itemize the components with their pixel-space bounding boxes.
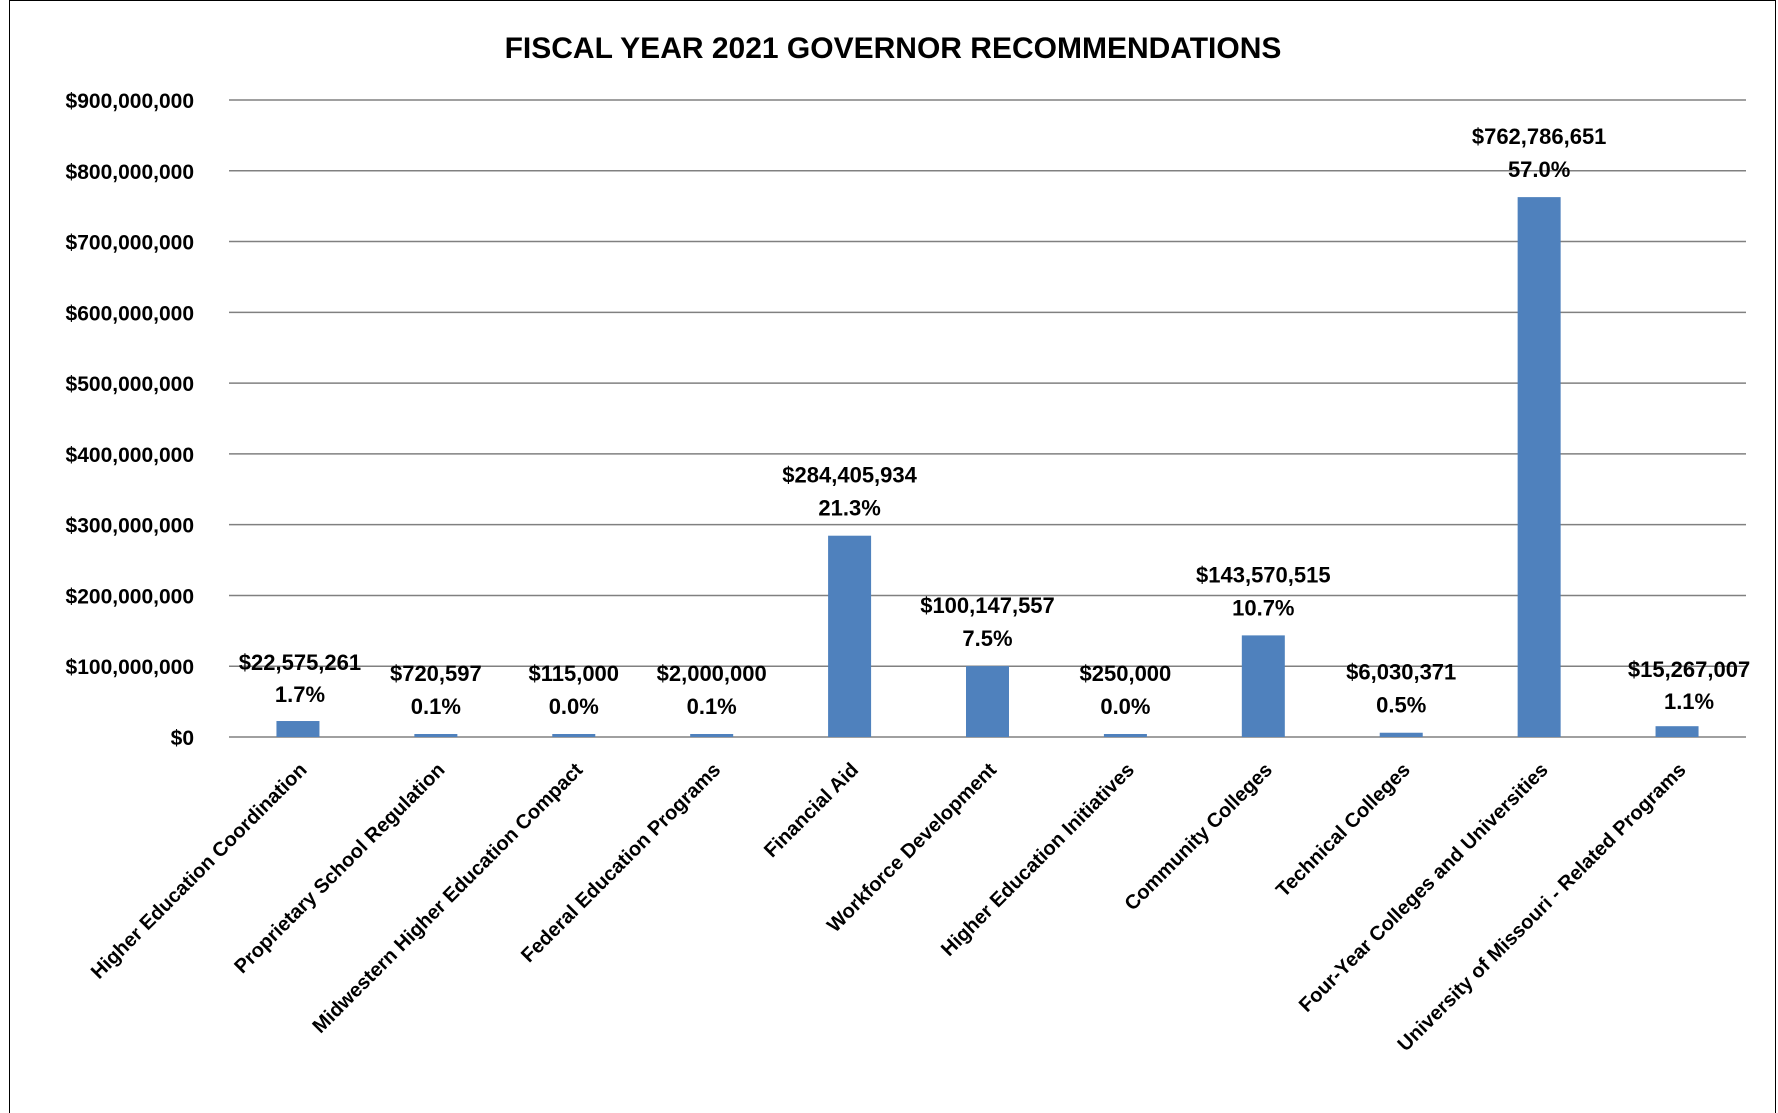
bar [276, 721, 320, 737]
bars [276, 197, 1699, 737]
bar [690, 734, 734, 737]
data-label-value: $762,786,651 [1472, 124, 1607, 149]
data-label-value: $284,405,934 [782, 463, 917, 488]
y-tick-label: $700,000,000 [66, 232, 194, 255]
y-tick-label: $0 [171, 727, 194, 750]
data-label-value: $720,597 [390, 661, 482, 686]
data-label-percent: 7.5% [962, 626, 1012, 651]
y-tick-label: $400,000,000 [66, 444, 194, 467]
data-label-value: $143,570,515 [1196, 562, 1331, 587]
bar [1655, 726, 1699, 737]
bar [1103, 734, 1147, 737]
data-label-percent: 0.1% [687, 694, 737, 719]
bar [966, 666, 1009, 737]
y-tick-label: $800,000,000 [66, 161, 194, 184]
data-label-value: $115,000 [528, 661, 619, 686]
data-label-percent: 1.7% [275, 682, 325, 707]
chart-title: FISCAL YEAR 2021 GOVERNOR RECOMMENDATION… [505, 32, 1282, 65]
data-labels: $22,575,261 1.7% $720,597 0.1% $115,000 0.0% $… [239, 124, 1750, 719]
data-label-value: $6,030,371 [1346, 660, 1456, 685]
x-tick-label: Community Colleges [1121, 759, 1277, 915]
x-tick-label: Financial Aid [760, 759, 863, 862]
x-tick-label: Higher Education Coordination [87, 759, 312, 984]
data-label-percent: 0.0% [549, 694, 599, 719]
data-label-value: $100,147,557 [920, 593, 1055, 618]
x-tick-label: Four-Year Colleges and Universities [1295, 759, 1553, 1017]
data-label-percent: 1.1% [1664, 689, 1714, 714]
y-tick-label: $300,000,000 [66, 515, 194, 538]
bar [552, 734, 596, 737]
data-label-percent: 0.1% [411, 694, 461, 719]
data-label-percent: 57.0% [1508, 157, 1570, 182]
bar [414, 734, 458, 737]
bar [1241, 635, 1285, 737]
y-tick-label: $100,000,000 [66, 656, 194, 679]
x-axis-category-labels: Higher Education CoordinationProprietary… [87, 759, 1691, 1056]
y-tick-label: $900,000,000 [66, 90, 194, 113]
data-label-value: $15,267,007 [1628, 657, 1750, 682]
data-label-percent: 0.5% [1376, 693, 1426, 718]
x-tick-label: Technical Colleges [1272, 759, 1415, 902]
data-label-percent: 10.7% [1232, 595, 1294, 620]
bar [1517, 197, 1561, 737]
y-axis-tick-labels: $0 $100,000,000 $200,000,000 $300,000,000 $4… [66, 90, 194, 750]
chart-frame [9, 0, 1776, 1113]
y-tick-label: $200,000,000 [66, 585, 194, 608]
data-label-value: $2,000,000 [657, 661, 767, 686]
gridlines [229, 99, 1746, 738]
data-label-value: $22,575,261 [239, 650, 361, 675]
x-tick-label: Midwestern Higher Education Compact [309, 759, 588, 1038]
bar [1379, 732, 1423, 737]
data-label-percent: 0.0% [1100, 694, 1150, 719]
data-label-value: $250,000 [1080, 661, 1172, 686]
bar [828, 535, 872, 737]
data-label-percent: 21.3% [818, 496, 880, 521]
y-tick-label: $500,000,000 [66, 373, 194, 396]
y-tick-label: $600,000,000 [66, 302, 194, 325]
x-tick-label: University of Missouri - Related Program… [1394, 759, 1691, 1056]
